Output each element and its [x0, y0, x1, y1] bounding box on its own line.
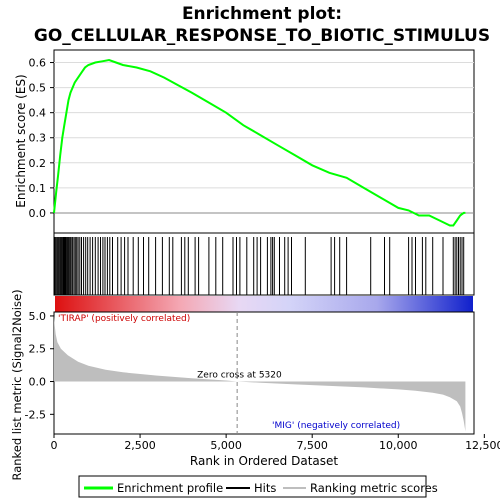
metric-x-tick-label: 5,000: [210, 439, 242, 452]
metric-y-axis-label: Ranked list metric (Signal2Noise): [10, 289, 24, 480]
metric-y-tick-label: 5.0: [29, 310, 47, 323]
es-y-tick-label: 0.3: [29, 132, 47, 145]
metric-y-tick-label: 0.0: [29, 376, 47, 389]
es-y-axis-label: Enrichment score (ES): [14, 74, 28, 207]
legend-metric-label: Ranking metric scores: [310, 481, 438, 495]
legend-hits-label: Hits: [254, 481, 276, 495]
legend-enrichment-label: Enrichment profile: [117, 481, 223, 495]
negative-correlated-label: 'MIG' (negatively correlated): [272, 421, 400, 431]
metric-y-axis: 5.0 2.5 0.0 -2.5: [25, 310, 54, 421]
metric-x-tick-label: 12,500: [465, 439, 500, 452]
hits-panel-frame: [54, 233, 474, 295]
chart-title-line1: Enrichment plot:: [182, 4, 342, 24]
zero-cross-label: Zero cross at 5320: [197, 371, 282, 381]
metric-y-tick-label: -2.5: [25, 408, 46, 421]
metric-x-axis: 0 2,500 5,000 7,500 10,000 12,500: [51, 434, 500, 452]
chart-title-line2: GO_CELLULAR_RESPONSE_TO_BIOTIC_STIMULUS: [34, 26, 490, 46]
metric-x-axis-label: Rank in Ordered Dataset: [190, 454, 338, 468]
metric-y-tick-label: 2.5: [29, 343, 47, 356]
metric-x-tick-label: 2,500: [124, 439, 156, 452]
ranking-heat-bar: [55, 296, 473, 312]
metric-x-tick-label: 7,500: [296, 439, 328, 452]
es-y-axis: 0.0 0.1 0.2 0.3 0.4 0.5 0.6: [29, 57, 55, 220]
positive-correlated-label: 'TIRAP' (positively correlated): [58, 314, 190, 324]
metric-x-tick-label: 0: [51, 439, 58, 452]
es-y-tick-label: 0.4: [29, 107, 47, 120]
metric-x-tick-label: 10,000: [379, 439, 418, 452]
es-y-tick-label: 0.6: [29, 57, 47, 70]
es-panel-frame: [54, 50, 474, 233]
es-y-tick-label: 0.2: [29, 157, 47, 170]
es-y-tick-label: 0.5: [29, 82, 47, 95]
es-y-tick-label: 0.0: [29, 207, 47, 220]
es-y-tick-label: 0.1: [29, 182, 47, 195]
